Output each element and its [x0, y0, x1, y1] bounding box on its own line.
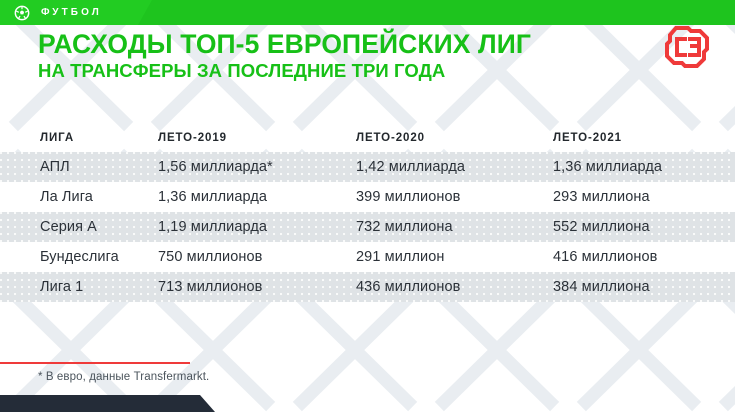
table-row: Ла Лига 1,36 миллиарда 399 миллионов 293…: [0, 182, 735, 212]
cell-summer-2019: 713 миллионов: [158, 279, 263, 295]
cell-summer-2020: 436 миллионов: [356, 279, 461, 295]
section-badge-label: ФУТБОЛ: [41, 6, 102, 18]
cell-summer-2020: 1,42 миллиарда: [356, 159, 466, 175]
cell-summer-2020: 291 миллион: [356, 249, 445, 265]
section-badge[interactable]: ФУТБОЛ: [0, 0, 152, 25]
cell-league: Бундеслига: [40, 249, 119, 265]
page-title: РАСХОДЫ ТОП-5 ЕВРОПЕЙСКИХ ЛИГ НА ТРАНСФЕ…: [38, 30, 531, 81]
cell-summer-2019: 750 миллионов: [158, 249, 263, 265]
footnote-text: * В евро, данные Transfermarkt.: [38, 371, 210, 383]
cell-league: Серия А: [40, 219, 97, 235]
cell-league: Лига 1: [40, 279, 84, 295]
cell-summer-2021: 1,36 миллиарда: [553, 159, 663, 175]
column-header-summer-2021: ЛЕТО-2021: [553, 132, 622, 144]
cell-summer-2021: 552 миллиона: [553, 219, 650, 235]
cell-league: АПЛ: [40, 159, 70, 175]
table-row: АПЛ 1,56 миллиарда* 1,42 миллиарда 1,36 …: [0, 152, 735, 182]
cell-summer-2019: 1,36 миллиарда: [158, 189, 268, 205]
cell-summer-2019: 1,56 миллиарда*: [158, 159, 273, 175]
column-header-summer-2020: ЛЕТО-2020: [356, 132, 425, 144]
cell-summer-2020: 732 миллиона: [356, 219, 453, 235]
title-line-1: РАСХОДЫ ТОП-5 ЕВРОПЕЙСКИХ ЛИГ: [38, 29, 531, 59]
cell-summer-2021: 384 миллиона: [553, 279, 650, 295]
bottom-accent-bar: [0, 395, 215, 412]
table-row: Лига 1 713 миллионов 436 миллионов 384 м…: [0, 272, 735, 302]
data-table: ЛИГА ЛЕТО-2019 ЛЕТО-2020 ЛЕТО-2021 АПЛ 1…: [0, 124, 735, 302]
footnote-divider: [0, 362, 190, 364]
table-row: Бундеслига 750 миллионов 291 миллион 416…: [0, 242, 735, 272]
table-header-row: ЛИГА ЛЕТО-2019 ЛЕТО-2020 ЛЕТО-2021: [0, 124, 735, 152]
cell-summer-2019: 1,19 миллиарда: [158, 219, 268, 235]
column-header-summer-2019: ЛЕТО-2019: [158, 132, 227, 144]
table-row: Серия А 1,19 миллиарда 732 миллиона 552 …: [0, 212, 735, 242]
cell-summer-2021: 293 миллиона: [553, 189, 650, 205]
cell-summer-2020: 399 миллионов: [356, 189, 461, 205]
cell-league: Ла Лига: [40, 189, 93, 205]
cell-summer-2021: 416 миллионов: [553, 249, 658, 265]
column-header-league: ЛИГА: [40, 132, 75, 144]
soccer-ball-icon: [14, 5, 30, 20]
title-line-2: НА ТРАНСФЕРЫ ЗА ПОСЛЕДНИЕ ТРИ ГОДА: [38, 60, 446, 82]
sport-express-logo-icon: [665, 26, 709, 68]
